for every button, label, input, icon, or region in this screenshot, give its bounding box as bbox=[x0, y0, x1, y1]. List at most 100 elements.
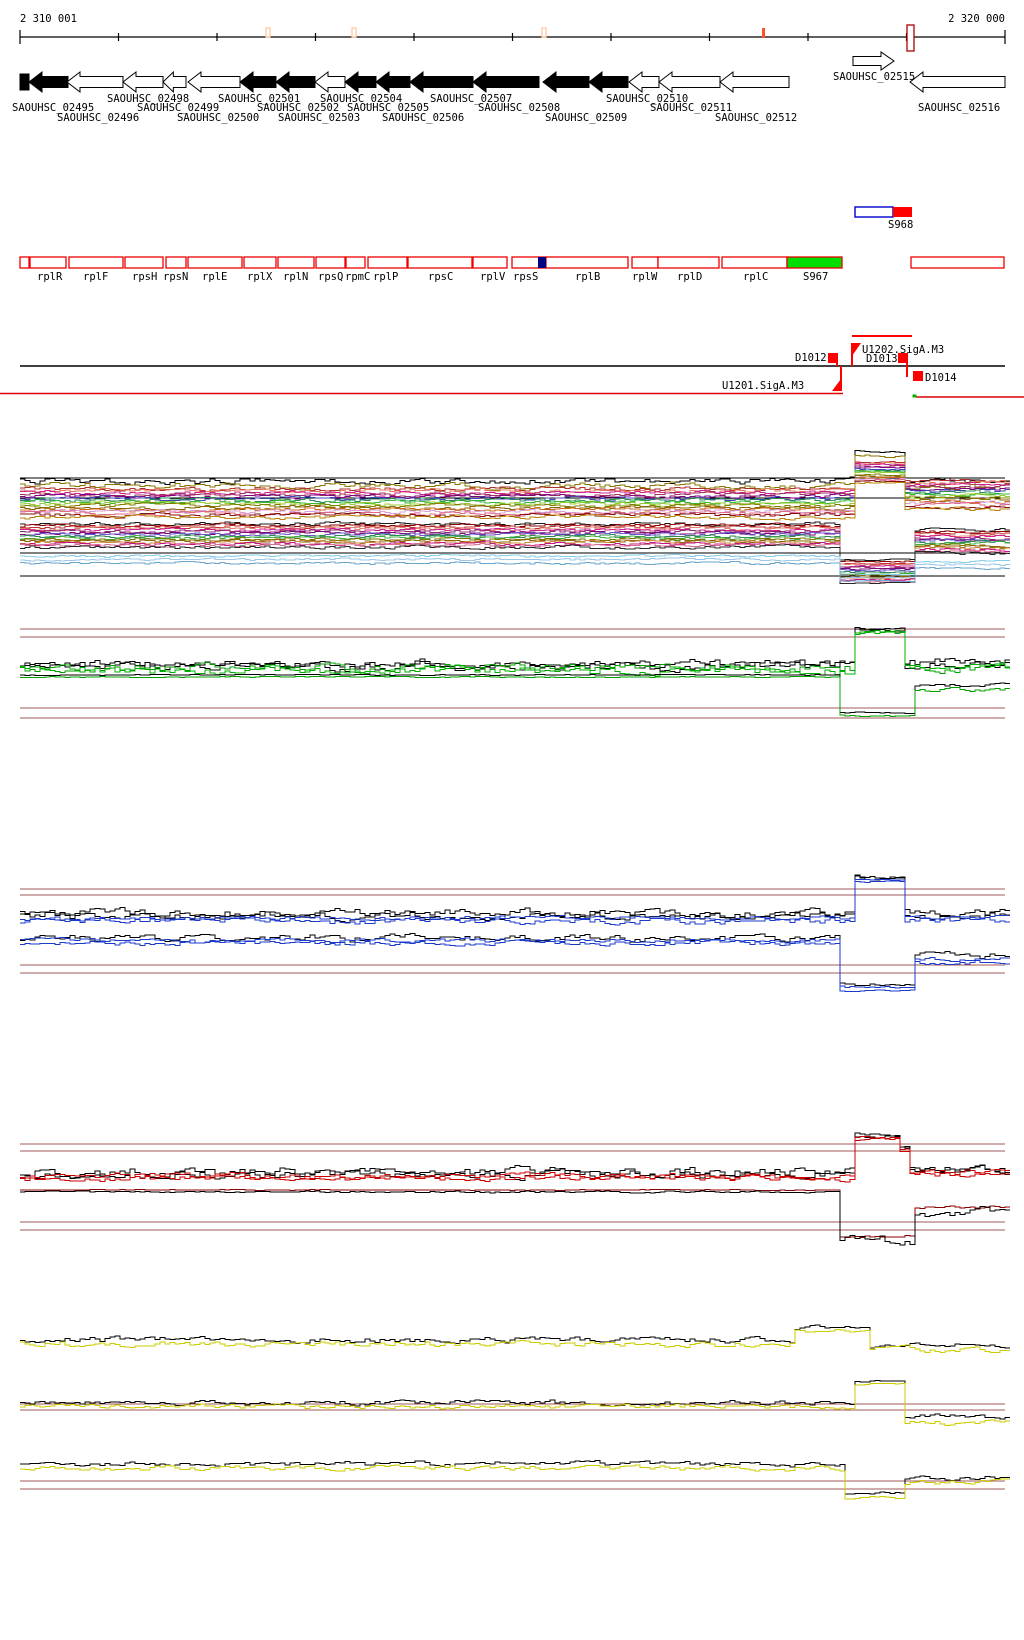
green-dot bbox=[912, 394, 917, 398]
gene-arrow[interactable] bbox=[658, 70, 721, 94]
gene-arrow[interactable] bbox=[628, 70, 660, 94]
srna-red-segment[interactable] bbox=[893, 207, 912, 217]
ruler-mark[interactable] bbox=[351, 27, 357, 38]
terminator-box-icon[interactable] bbox=[898, 353, 908, 363]
operon-gene-label: rplN bbox=[283, 271, 308, 283]
operon-gene-box[interactable] bbox=[165, 256, 187, 269]
signal-line bbox=[20, 1460, 1010, 1495]
ruler-mark[interactable] bbox=[762, 28, 765, 38]
terminator-box-icon[interactable] bbox=[828, 353, 838, 363]
operon-gene-box[interactable] bbox=[910, 256, 1005, 269]
gene-arrow[interactable] bbox=[409, 70, 474, 94]
ruler-mark[interactable] bbox=[906, 24, 915, 52]
operon-gene-label: S967 bbox=[803, 271, 828, 283]
signal-track-overlay-all-strains bbox=[20, 450, 1010, 584]
operon-gene-box[interactable] bbox=[721, 256, 788, 269]
srna-box[interactable] bbox=[854, 206, 894, 218]
signal-line bbox=[20, 1464, 1010, 1500]
operon-gene-box[interactable] bbox=[68, 256, 124, 269]
gene-arrow[interactable] bbox=[122, 70, 164, 94]
operon-gene-box[interactable] bbox=[19, 256, 30, 269]
operon-track: rplR rplF rpsH rpsN rplE rplX rplN rpsQ rpmC rplP… bbox=[19, 256, 1005, 283]
gene-arrow[interactable] bbox=[344, 70, 377, 94]
operon-gene-box[interactable] bbox=[345, 256, 366, 269]
operon-gene-box[interactable] bbox=[124, 256, 164, 269]
signal-line bbox=[20, 1135, 1010, 1181]
operon-gene-label: rplV bbox=[480, 271, 506, 283]
operon-gene-label: rplX bbox=[247, 271, 273, 283]
signal-line bbox=[20, 544, 1010, 584]
signal-line bbox=[20, 631, 1010, 677]
gene-arrow[interactable] bbox=[909, 70, 1006, 94]
gene-arrow[interactable] bbox=[588, 70, 629, 94]
gene-arrow[interactable] bbox=[66, 70, 124, 94]
promoter-flag-icon[interactable] bbox=[852, 343, 861, 356]
gene-arrow[interactable] bbox=[275, 70, 316, 94]
operon-gene-label: rplC bbox=[743, 271, 768, 283]
gene-arrow[interactable] bbox=[187, 70, 241, 94]
signal-track-strain-blue bbox=[20, 874, 1010, 992]
gene-label: SAOUHSC_02498 bbox=[107, 93, 189, 105]
terminator-label: D1013 bbox=[866, 353, 898, 365]
operon-navy-segment bbox=[538, 257, 546, 268]
gene-arrow[interactable] bbox=[719, 70, 790, 94]
signal-line bbox=[20, 676, 1010, 717]
gene-arrow[interactable] bbox=[19, 73, 30, 91]
operon-gene-box[interactable] bbox=[277, 256, 315, 269]
gene-arrow[interactable] bbox=[28, 70, 69, 94]
gene-arrow[interactable] bbox=[162, 70, 187, 94]
signal-line bbox=[20, 1190, 1010, 1246]
operon-gene-label: rplD bbox=[677, 271, 702, 283]
gene-label: SAOUHSC_02502 bbox=[257, 102, 339, 114]
operon-gene-box[interactable] bbox=[545, 256, 629, 269]
operon-gene-box[interactable] bbox=[367, 256, 408, 269]
signal-track-strain-yellow bbox=[20, 1324, 1010, 1500]
gene-label: SAOUHSC_02511 bbox=[650, 102, 732, 114]
gene-label: SAOUHSC_02508 bbox=[478, 102, 560, 114]
gene-arrow[interactable] bbox=[314, 70, 346, 94]
operon-gene-label: rplW bbox=[632, 271, 658, 283]
gene-arrow[interactable] bbox=[472, 70, 540, 94]
gene-label: SAOUHSC_02496 bbox=[57, 112, 139, 124]
operon-gene-box[interactable] bbox=[187, 256, 243, 269]
operon-gene-box[interactable] bbox=[243, 256, 277, 269]
operon-gene-box[interactable] bbox=[786, 256, 843, 269]
operon-gene-label: rplR bbox=[37, 271, 63, 283]
operon-gene-box[interactable] bbox=[407, 256, 473, 269]
signal-line bbox=[20, 462, 1010, 494]
signal-line bbox=[20, 630, 1010, 675]
operon-gene-label: rpsS bbox=[513, 271, 538, 283]
operon-gene-box[interactable] bbox=[29, 256, 67, 269]
gene-label: SAOUHSC_02505 bbox=[347, 102, 429, 114]
gene-arrow[interactable] bbox=[852, 51, 895, 71]
signal-line bbox=[20, 880, 1010, 926]
signal-line bbox=[20, 1324, 1010, 1349]
gene-arrow[interactable] bbox=[542, 70, 590, 94]
terminator-box-icon[interactable] bbox=[913, 371, 923, 381]
operon-gene-label: rpsN bbox=[163, 271, 188, 283]
operon-gene-box[interactable] bbox=[472, 256, 508, 269]
ruler-mark[interactable] bbox=[541, 27, 547, 38]
signal-line bbox=[20, 879, 1010, 922]
signal-line bbox=[20, 674, 1010, 714]
gene-arrow[interactable] bbox=[375, 70, 411, 94]
ruler-end-label: 2 320 000 bbox=[948, 13, 1005, 25]
signal-line bbox=[20, 464, 1010, 498]
operon-gene-box[interactable] bbox=[631, 256, 659, 269]
gene-label: SAOUHSC_02515 bbox=[833, 71, 915, 83]
operon-gene-label: rpmC bbox=[345, 271, 370, 283]
promoter-flag-icon[interactable] bbox=[832, 379, 841, 391]
ruler-mark[interactable] bbox=[265, 27, 271, 38]
signal-line bbox=[20, 627, 1010, 673]
signal-line bbox=[20, 454, 1010, 491]
signal-line bbox=[20, 1137, 1010, 1183]
signal-line bbox=[20, 554, 1010, 576]
operon-gene-box[interactable] bbox=[315, 256, 346, 269]
signal-line bbox=[20, 557, 1010, 579]
signal-line bbox=[20, 1136, 1010, 1181]
gene-arrow[interactable] bbox=[239, 70, 277, 94]
signal-tracks bbox=[20, 450, 1010, 1500]
signal-line bbox=[20, 1380, 1010, 1420]
operon-gene-box[interactable] bbox=[657, 256, 720, 269]
